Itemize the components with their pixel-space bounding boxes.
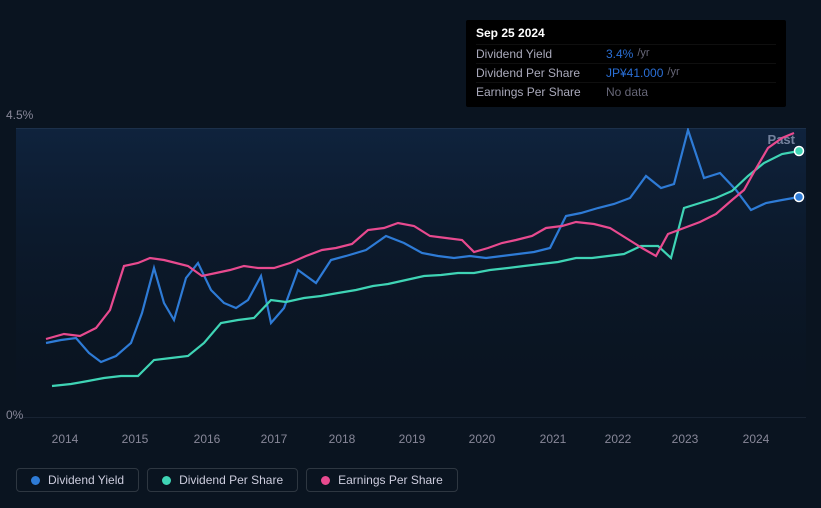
- x-tick: 2015: [122, 432, 149, 446]
- x-tick: 2022: [605, 432, 632, 446]
- legend-item-dividend_yield[interactable]: Dividend Yield: [16, 468, 139, 492]
- plot-background: [16, 128, 806, 418]
- chart-legend: Dividend Yield Dividend Per Share Earnings…: [16, 468, 458, 492]
- chart-tooltip: Sep 25 2024 Dividend Yield3.4%/yrDividen…: [466, 20, 786, 107]
- tooltip-value: 3.4%: [606, 47, 633, 61]
- tooltip-value: JP¥41.000: [606, 66, 663, 80]
- tooltip-unit: /yr: [667, 66, 679, 80]
- x-tick: 2018: [329, 432, 356, 446]
- legend-dot-icon: [162, 476, 171, 485]
- tooltip-row: Dividend Per ShareJP¥41.000/yr: [476, 63, 776, 82]
- x-tick: 2017: [261, 432, 288, 446]
- legend-dot-icon: [321, 476, 330, 485]
- tooltip-value: No data: [606, 85, 648, 99]
- x-tick: 2021: [540, 432, 567, 446]
- legend-label: Dividend Yield: [48, 473, 124, 487]
- line-chart: [16, 128, 806, 418]
- legend-item-earnings_per_share[interactable]: Earnings Per Share: [306, 468, 458, 492]
- x-tick: 2024: [743, 432, 770, 446]
- tooltip-row: Dividend Yield3.4% /yr: [476, 44, 776, 63]
- legend-dot-icon: [31, 476, 40, 485]
- x-tick: 2016: [194, 432, 221, 446]
- legend-label: Earnings Per Share: [338, 473, 443, 487]
- tooltip-unit: /yr: [637, 47, 649, 61]
- tooltip-label: Dividend Yield: [476, 47, 606, 61]
- tooltip-label: Dividend Per Share: [476, 66, 606, 80]
- x-tick: 2020: [469, 432, 496, 446]
- x-tick: 2019: [399, 432, 426, 446]
- x-tick: 2014: [52, 432, 79, 446]
- series-end-marker-dividend_yield: [795, 193, 804, 202]
- x-tick: 2023: [672, 432, 699, 446]
- tooltip-date: Sep 25 2024: [476, 26, 776, 44]
- tooltip-row: Earnings Per ShareNo data: [476, 82, 776, 101]
- legend-label: Dividend Per Share: [179, 473, 283, 487]
- legend-item-dividend_per_share[interactable]: Dividend Per Share: [147, 468, 298, 492]
- y-axis-max-label: 4.5%: [6, 108, 33, 122]
- tooltip-label: Earnings Per Share: [476, 85, 606, 99]
- series-end-marker-dividend_per_share: [795, 147, 804, 156]
